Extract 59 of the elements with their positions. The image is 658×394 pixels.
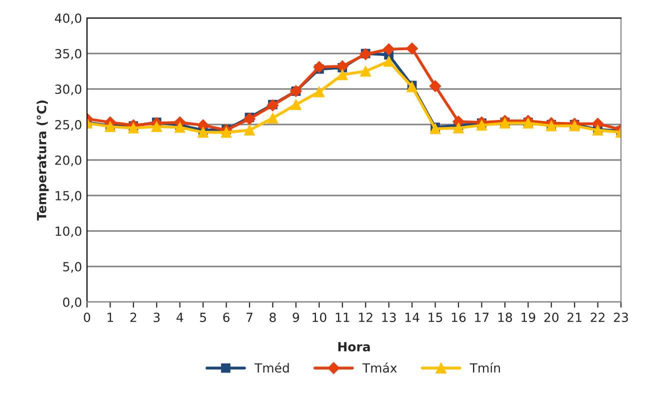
x-tick-label: 3 [154, 312, 160, 322]
point [197, 119, 210, 132]
y-tick-label: 20,0 [55, 155, 82, 166]
point [290, 99, 302, 110]
point [406, 42, 418, 54]
point [337, 69, 348, 80]
point [267, 112, 278, 124]
point [174, 122, 186, 133]
x-tick-label: 7 [246, 312, 252, 322]
point [453, 122, 464, 134]
x-tick-label: 5 [200, 312, 206, 322]
point [383, 56, 394, 67]
y-axis-title: Temperatura (°C) [36, 100, 49, 220]
point [314, 86, 325, 98]
x-tick-label: 2 [130, 312, 136, 322]
x-tick-label: 1 [108, 312, 114, 322]
y-tick-label: 0,0 [63, 297, 82, 308]
point [220, 126, 232, 138]
y-tick-label: 25,0 [55, 120, 82, 131]
x-tick-label: 19 [522, 312, 536, 322]
x-tick-label: 21 [568, 312, 582, 322]
x-tick-label: 18 [498, 312, 512, 322]
y-tick-label: 40,0 [54, 13, 82, 24]
x-tick-label: 16 [452, 312, 466, 322]
point [313, 61, 326, 73]
y-tick-label: 15,0 [56, 190, 82, 202]
y-tick-label: 5,0 [63, 262, 82, 273]
x-tick-label: 17 [475, 312, 489, 322]
x-tick-label: 0 [84, 312, 90, 322]
y-tick-label: 10,0 [56, 226, 82, 238]
legend-label: Tmáx [362, 362, 397, 373]
point [244, 112, 256, 125]
point [244, 124, 255, 136]
legend-label: Tmín [470, 362, 500, 372]
point [198, 126, 208, 138]
point [128, 122, 139, 134]
point [429, 80, 442, 92]
x-tick-label: 15 [428, 312, 442, 322]
x-tick-label: 12 [359, 312, 372, 322]
x-axis-title: Hora [338, 342, 370, 352]
x-tick-label: 6 [223, 312, 230, 322]
point [476, 120, 488, 131]
legend-label: Tméd [254, 362, 289, 373]
x-tick-label: 13 [382, 312, 396, 322]
x-tick-label: 9 [292, 312, 300, 322]
x-tick-label: 10 [312, 312, 326, 322]
x-tick-label: 23 [614, 312, 628, 322]
x-tick-label: 14 [405, 312, 420, 322]
point [151, 121, 162, 132]
x-tick-label: 20 [544, 312, 558, 322]
y-tick-label: 30,0 [55, 84, 82, 96]
y-tick-label: 35,0 [55, 48, 82, 60]
x-tick-label: 22 [590, 312, 604, 322]
x-tick-label: 11 [336, 312, 350, 322]
x-tick-label: 8 [270, 312, 276, 322]
point [360, 66, 371, 77]
point [382, 43, 395, 56]
x-tick-label: 4 [176, 312, 184, 322]
point [336, 60, 348, 72]
